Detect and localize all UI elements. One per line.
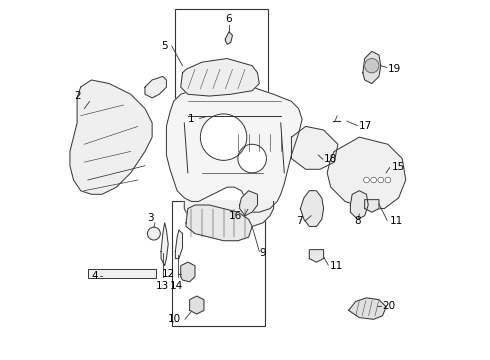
- Polygon shape: [225, 32, 232, 44]
- Circle shape: [365, 59, 379, 73]
- Bar: [175, 9, 268, 102]
- Polygon shape: [181, 262, 195, 282]
- Polygon shape: [309, 249, 323, 262]
- Polygon shape: [190, 296, 204, 314]
- Polygon shape: [167, 84, 302, 212]
- Circle shape: [378, 177, 384, 183]
- Circle shape: [200, 114, 247, 160]
- Text: 11: 11: [390, 216, 403, 226]
- Circle shape: [364, 177, 369, 183]
- Text: 17: 17: [359, 121, 372, 131]
- Bar: [172, 202, 265, 327]
- Polygon shape: [300, 191, 323, 226]
- Polygon shape: [145, 76, 167, 98]
- Text: 4: 4: [92, 271, 98, 281]
- Polygon shape: [348, 298, 386, 319]
- Text: 19: 19: [388, 64, 401, 74]
- Polygon shape: [365, 200, 379, 212]
- Text: 13: 13: [155, 281, 169, 291]
- Text: 1: 1: [188, 114, 195, 124]
- Polygon shape: [363, 51, 381, 84]
- Text: 9: 9: [260, 248, 266, 258]
- Text: 3: 3: [147, 212, 154, 222]
- Polygon shape: [292, 126, 338, 169]
- Text: 10: 10: [168, 314, 181, 324]
- Polygon shape: [186, 205, 252, 241]
- Polygon shape: [240, 191, 258, 216]
- Polygon shape: [70, 80, 152, 194]
- Text: 5: 5: [161, 41, 168, 51]
- Bar: [88, 269, 156, 278]
- Text: 7: 7: [296, 216, 303, 226]
- Text: 11: 11: [330, 261, 343, 271]
- Text: 6: 6: [225, 14, 232, 24]
- Text: 16: 16: [229, 211, 243, 221]
- Text: 12: 12: [162, 269, 175, 279]
- Polygon shape: [350, 191, 368, 219]
- Text: 8: 8: [354, 216, 361, 226]
- Polygon shape: [181, 59, 259, 96]
- Text: 18: 18: [323, 154, 337, 163]
- Text: 15: 15: [392, 162, 405, 172]
- Polygon shape: [175, 230, 182, 258]
- Circle shape: [238, 144, 267, 173]
- Circle shape: [371, 177, 376, 183]
- Text: 20: 20: [383, 301, 395, 311]
- Text: 14: 14: [170, 281, 183, 291]
- Text: 2: 2: [74, 91, 80, 101]
- Polygon shape: [327, 137, 406, 208]
- Polygon shape: [161, 223, 168, 266]
- Circle shape: [385, 177, 391, 183]
- Circle shape: [147, 227, 160, 240]
- Polygon shape: [184, 202, 273, 230]
